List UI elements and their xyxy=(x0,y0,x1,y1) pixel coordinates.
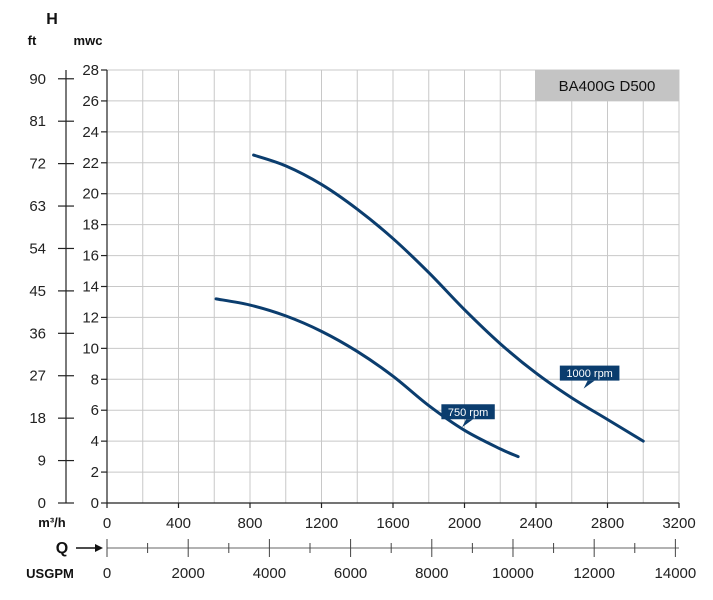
x-tick-label: 2000 xyxy=(448,515,481,532)
ft-tick-label: 45 xyxy=(29,283,46,300)
ft-tick-label: 63 xyxy=(29,198,46,215)
usgpm-tick-label: 8000 xyxy=(415,565,448,582)
x-tick-label: 2400 xyxy=(519,515,552,532)
y-tick-label: 4 xyxy=(91,433,99,450)
series-label-box xyxy=(441,404,495,420)
y-tick-label: 22 xyxy=(82,155,99,172)
ft-tick-label: 54 xyxy=(29,240,46,257)
x-tick-label: 400 xyxy=(166,515,191,532)
usgpm-tick-label: 14000 xyxy=(655,565,697,582)
ft-tick-label: 9 xyxy=(38,453,46,470)
x-unit-secondary: USGPM xyxy=(26,566,74,581)
series-label-box xyxy=(559,365,620,381)
curve-1000-rpm xyxy=(252,153,645,443)
q-arrow-head xyxy=(95,544,103,552)
x-unit: m³/h xyxy=(38,515,66,530)
y-unit-right: mwc xyxy=(74,33,103,48)
series-label-pointer xyxy=(462,419,474,428)
y-tick-label: 20 xyxy=(82,186,99,203)
series-labels: 1000 rpm 750 rpm xyxy=(441,365,620,428)
usgpm-tick-label: 4000 xyxy=(253,565,286,582)
series-label-text: 1000 rpm xyxy=(566,368,612,380)
ft-tick-label: 0 xyxy=(38,495,46,512)
usgpm-tick-label: 0 xyxy=(103,565,111,582)
series-label-1000-rpm: 1000 rpm xyxy=(559,365,620,389)
y-tick-label: 26 xyxy=(82,93,99,110)
y-tick-label: 16 xyxy=(82,248,99,265)
y-tick-label: 24 xyxy=(82,124,99,141)
y-tick-label: 12 xyxy=(82,309,99,326)
y-unit-left: ft xyxy=(28,33,37,48)
ft-tick-label: 81 xyxy=(29,113,46,130)
usgpm-tick-label: 12000 xyxy=(573,565,615,582)
axis-labels: H ft mwc m³/h Q USGPM xyxy=(26,11,102,581)
usgpm-tick-label: 2000 xyxy=(172,565,205,582)
usgpm-tick-label: 6000 xyxy=(334,565,367,582)
ft-tick-label: 18 xyxy=(29,410,46,427)
x-tick-label: 800 xyxy=(237,515,262,532)
y-tick-label: 28 xyxy=(82,62,99,79)
y-tick-label: 10 xyxy=(82,340,99,357)
model-title-box: BA400G D500 xyxy=(535,70,679,101)
x-tick-label: 1600 xyxy=(376,515,409,532)
series-label-text: 750 rpm xyxy=(448,407,488,419)
usgpm-tick-label: 10000 xyxy=(492,565,534,582)
series-label-pointer xyxy=(583,380,595,389)
grid xyxy=(106,69,680,504)
series-label-750-rpm: 750 rpm xyxy=(441,404,495,428)
y-tick-label: 2 xyxy=(91,464,99,481)
x-tick-label: 3200 xyxy=(662,515,695,532)
x-tick-label: 2800 xyxy=(591,515,624,532)
ft-tick-label: 27 xyxy=(29,368,46,385)
y-tick-label: 18 xyxy=(82,217,99,234)
x-tick-label: 1200 xyxy=(305,515,338,532)
y-tick-label: 8 xyxy=(91,371,99,388)
curve-750-rpm xyxy=(214,297,520,459)
ft-tick-label: 90 xyxy=(29,71,46,88)
y-tick-label: 6 xyxy=(91,402,99,419)
ft-tick-label: 36 xyxy=(29,325,46,342)
x-tick-label: 0 xyxy=(103,515,111,532)
y-axis-label: H xyxy=(46,11,58,28)
ft-tick-label: 72 xyxy=(29,156,46,173)
axes: 0246810121416182022242628091827364554637… xyxy=(29,62,696,582)
chart-title: BA400G D500 xyxy=(559,78,656,95)
y-tick-label: 0 xyxy=(91,495,99,512)
y-tick-label: 14 xyxy=(82,279,99,296)
x-axis-label: Q xyxy=(56,540,68,557)
series xyxy=(214,153,645,459)
